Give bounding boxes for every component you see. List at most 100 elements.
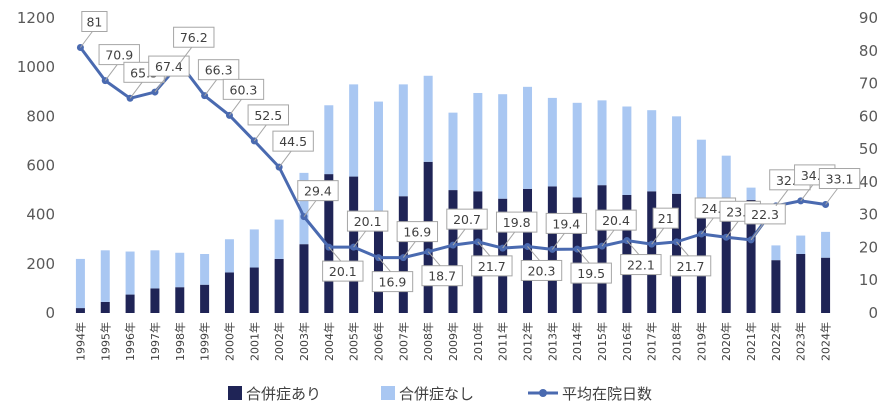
legend: 合併症あり 合併症なし 平均在院日数 bbox=[228, 385, 652, 403]
bar-with-complication bbox=[100, 301, 110, 313]
y-right-tick-label: 0 bbox=[868, 304, 878, 322]
bar-with-complication bbox=[821, 257, 831, 313]
y-right-tick-label: 30 bbox=[859, 206, 878, 224]
data-label: 22.3 bbox=[744, 203, 786, 241]
data-label-text: 20.1 bbox=[329, 264, 357, 279]
bar-with-complication bbox=[771, 260, 781, 313]
bar-with-complication bbox=[672, 193, 682, 313]
data-label-text: 70.9 bbox=[105, 48, 133, 63]
data-label-text: 76.2 bbox=[180, 30, 208, 45]
data-label-text: 81 bbox=[86, 15, 102, 30]
y-left-tick-label: 400 bbox=[26, 206, 55, 224]
data-label: 20.1 bbox=[346, 210, 389, 248]
x-tick-label: 2007年 bbox=[396, 322, 410, 361]
bar-with-complication bbox=[175, 287, 185, 313]
bar-with-complication bbox=[622, 195, 632, 313]
bar-without-complication bbox=[771, 245, 781, 261]
data-label-text: 19.4 bbox=[552, 216, 580, 231]
x-tick-label: 2004年 bbox=[322, 322, 336, 361]
bar-without-complication bbox=[796, 235, 806, 254]
legend-label: 合併症なし bbox=[399, 385, 474, 403]
data-label: 21 bbox=[651, 207, 679, 245]
bar-with-complication bbox=[299, 244, 309, 313]
x-tick-label: 2024年 bbox=[819, 322, 833, 361]
bar-with-complication bbox=[75, 308, 85, 313]
y-right-tick-label: 20 bbox=[859, 238, 878, 256]
y-right-tick-label: 90 bbox=[859, 9, 878, 27]
bar-with-complication bbox=[523, 188, 533, 313]
data-label-text: 66.3 bbox=[205, 63, 233, 78]
data-labels: 8170.965.567.476.266.360.352.544.529.420… bbox=[80, 11, 861, 293]
data-label: 19.8 bbox=[495, 211, 538, 249]
x-tick-label: 1995年 bbox=[98, 322, 112, 361]
data-label: 21.7 bbox=[471, 241, 513, 277]
x-tick-label: 1996年 bbox=[123, 322, 137, 361]
y-axis-right: 0 10 20 30 40 50 60 70 80 90 bbox=[859, 9, 878, 322]
x-tick-label: 2013年 bbox=[545, 322, 559, 361]
bar-with-complication bbox=[473, 191, 483, 313]
legend-item: 合併症なし bbox=[381, 385, 474, 403]
x-tick-label: 2003年 bbox=[297, 322, 311, 361]
bar-without-complication bbox=[448, 112, 458, 191]
bar-without-complication bbox=[175, 252, 185, 288]
bar-with-complication bbox=[796, 254, 806, 313]
bar-with-complication bbox=[572, 197, 582, 313]
data-label-text: 67.4 bbox=[155, 59, 183, 74]
data-label: 20.7 bbox=[446, 208, 488, 246]
bar-with-complication bbox=[274, 258, 284, 313]
y-right-tick-label: 10 bbox=[859, 271, 878, 289]
bar-with-complication bbox=[448, 190, 458, 313]
bar-without-complication bbox=[647, 110, 657, 192]
x-tick-label: 2002年 bbox=[272, 322, 286, 361]
data-label-text: 18.7 bbox=[428, 269, 456, 284]
y-right-tick-label: 60 bbox=[859, 107, 878, 125]
legend-swatch bbox=[228, 386, 242, 400]
bar-without-complication bbox=[572, 102, 582, 198]
data-label: 52.5 bbox=[247, 104, 289, 142]
bar-without-complication bbox=[523, 86, 533, 189]
bar-without-complication bbox=[324, 105, 334, 175]
y-left-tick-label: 200 bbox=[26, 255, 55, 273]
bar-without-complication bbox=[746, 187, 756, 200]
data-label: 33.1 bbox=[818, 168, 861, 205]
bar-without-complication bbox=[423, 75, 433, 162]
y-axis-left: 0 200 400 600 800 1000 1200 bbox=[17, 9, 55, 322]
bar-without-complication bbox=[349, 84, 359, 177]
data-label: 22.1 bbox=[620, 240, 662, 276]
y-left-tick-label: 1000 bbox=[17, 58, 55, 76]
data-label-text: 19.5 bbox=[577, 266, 605, 281]
bar-without-complication bbox=[75, 258, 85, 309]
bar-with-complication bbox=[373, 222, 383, 313]
x-axis: 1994年 1995年 1996年 1997年 1998年 1999年 2000年 2001年… bbox=[73, 322, 832, 361]
data-label-text: 20.1 bbox=[354, 214, 382, 229]
data-label-text: 16.9 bbox=[403, 225, 431, 240]
legend-item: 合併症あり bbox=[228, 385, 321, 403]
bar-without-complication bbox=[373, 101, 383, 223]
legend-label: 平均在院日数 bbox=[562, 385, 652, 403]
data-label-text: 20.4 bbox=[602, 213, 630, 228]
legend-swatch bbox=[381, 386, 395, 400]
x-tick-label: 2012年 bbox=[521, 322, 535, 361]
data-label-text: 22.3 bbox=[751, 207, 779, 222]
bar-without-complication bbox=[100, 250, 110, 302]
bar-with-complication bbox=[746, 199, 756, 313]
data-label: 18.7 bbox=[421, 251, 463, 287]
bar-with-complication bbox=[324, 174, 334, 313]
data-label: 29.4 bbox=[297, 180, 339, 217]
data-label-text: 22.1 bbox=[627, 258, 655, 273]
data-label-text: 44.5 bbox=[279, 134, 307, 149]
x-tick-label: 2005年 bbox=[347, 322, 361, 361]
data-label-text: 20.7 bbox=[453, 212, 481, 227]
data-label-text: 21.7 bbox=[677, 259, 705, 274]
data-label: 44.5 bbox=[272, 130, 314, 168]
data-label-text: 60.3 bbox=[230, 82, 258, 97]
y-right-tick-label: 50 bbox=[859, 140, 878, 158]
bar-with-complication bbox=[150, 288, 160, 313]
x-tick-label: 2022年 bbox=[769, 322, 783, 361]
x-tick-label: 1997年 bbox=[148, 322, 162, 361]
data-label: 67.4 bbox=[148, 55, 190, 93]
x-tick-label: 2017年 bbox=[645, 322, 659, 361]
x-tick-label: 2014年 bbox=[570, 322, 584, 361]
data-label-text: 21 bbox=[658, 211, 674, 226]
y-left-tick-label: 0 bbox=[45, 304, 55, 322]
